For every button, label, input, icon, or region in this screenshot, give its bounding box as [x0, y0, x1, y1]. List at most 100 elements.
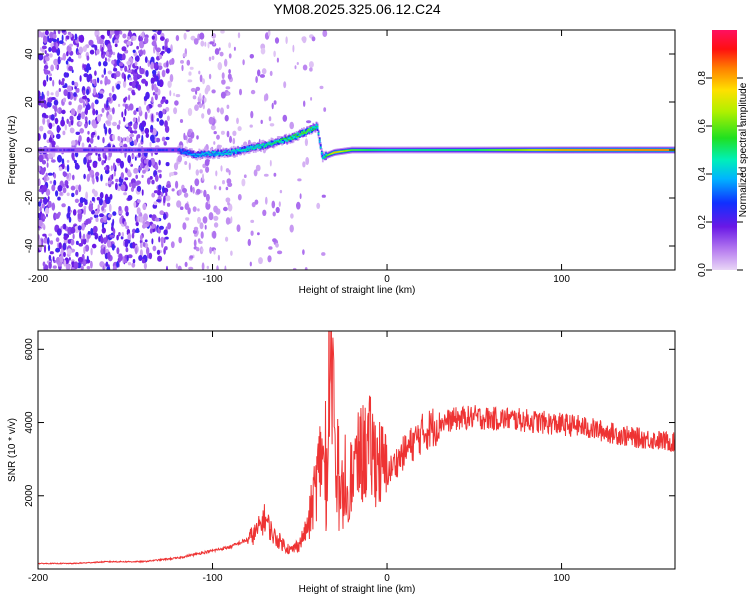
spectrogram-speckle [141, 134, 144, 143]
spectrogram-speckle [227, 182, 233, 187]
spectrogram-speckle [162, 185, 165, 194]
spectrogram-speckle [51, 159, 56, 163]
spectrogram-ridge-cell [348, 150, 350, 151]
spectrogram-ridge-cell [232, 150, 235, 153]
spectrogram-speckle [66, 192, 70, 197]
spectrogram-ridge-cell [284, 138, 286, 141]
spectrogram-ridge-cell [245, 148, 248, 150]
spectrogram-ridge-cell [419, 149, 422, 151]
spectrogram-speckle [296, 201, 301, 210]
spectrogram-ridge-cell [95, 149, 98, 151]
spectrogram-ridge-cell [523, 149, 525, 151]
spectrogram-ridge-cell [192, 154, 194, 157]
spectrogram-speckle [193, 239, 197, 247]
spectrogram-ridge-cell [68, 148, 71, 152]
spectrogram-ridge-cell [235, 151, 237, 153]
spectrogram-ridge-cell [598, 149, 601, 151]
spectrogram-ridge-cell [140, 148, 143, 152]
spectrogram-speckle [64, 180, 69, 186]
spectrogram-ridge-cell [132, 148, 135, 152]
spectrogram-speckle [90, 260, 93, 269]
spectrogram-ridge-cell [321, 156, 324, 159]
spectrogram-speckle [113, 67, 118, 72]
spectrogram-speckle [116, 247, 120, 255]
spectrogram-speckle [113, 73, 117, 80]
spectrogram-speckle [138, 216, 144, 223]
spectrogram-speckle [42, 261, 46, 267]
spectrogram-ridge-cell [241, 149, 244, 153]
spectrogram-ridge-cell [257, 144, 259, 147]
spectrogram-speckle [156, 249, 161, 255]
spectrogram-speckle [94, 210, 99, 216]
spectrogram-speckle [102, 60, 108, 67]
spectrogram-ridge-cell [518, 149, 521, 151]
spectrogram-ridge-cell [84, 149, 86, 151]
spectrogram-ridge-cell [164, 149, 167, 151]
spectrogram-speckle [86, 255, 89, 263]
spectrogram-ridge-cell [207, 152, 210, 159]
spectrogram-speckle [115, 178, 119, 183]
spectrogram-speckle [210, 124, 216, 131]
spectrogram-speckle [233, 46, 236, 51]
spectrogram-ridge-cell [531, 149, 534, 151]
spectrogram-speckle [239, 88, 242, 96]
spectrogram-speckle [145, 133, 149, 138]
spectrogram-speckle [101, 107, 105, 113]
spectrogram-ridge-cell [252, 148, 255, 150]
spectrogram-speckle [39, 206, 42, 212]
spectrogram-ridge-cell [274, 141, 277, 143]
spectrogram-speckle [151, 96, 154, 104]
spectrogram-speckle [93, 87, 97, 96]
spectrogram-ridge-cell [613, 149, 615, 151]
spectrogram-speckle [185, 217, 190, 221]
spectrogram-ridge-cell [253, 145, 256, 147]
spectrogram-speckle [58, 88, 61, 92]
spectrogram-speckle [165, 136, 170, 141]
spectrogram-ridge-cell [519, 149, 522, 151]
spectrogram-ridge-cell [142, 148, 145, 152]
spectrogram-ridge-cell [200, 150, 203, 155]
spectrogram-ridge-cell [372, 149, 374, 151]
spectrogram-ridge-cell [317, 132, 320, 134]
spectrogram-speckle [200, 231, 204, 239]
spectrogram-speckle [166, 265, 168, 270]
spectrogram-ridge-cell [265, 144, 268, 146]
spectrogram-ridge-cell [191, 154, 193, 156]
spectrogram-speckle [170, 241, 175, 249]
spectrogram-ridge-cell [492, 149, 495, 151]
spectrogram-speckle [51, 46, 56, 53]
snr-xtick-label: 0 [384, 573, 390, 584]
spectrogram-speckle [81, 238, 84, 247]
spectrogram-speckle [66, 164, 70, 172]
spectrogram-ridge-cell [325, 153, 327, 156]
spectrogram-ridge-cell [183, 147, 186, 154]
spectrogram-speckle [44, 56, 50, 62]
spectrogram-speckle [201, 248, 204, 252]
spectrogram-ridge-cell [485, 149, 488, 151]
spectrogram-speckle [157, 80, 161, 87]
spectrogram-speckle [183, 32, 187, 40]
spectrogram-speckle [267, 255, 272, 263]
spectrogram-ridge-cell [276, 140, 279, 145]
spectrogram-speckle [157, 169, 162, 173]
spectrogram-speckle [91, 196, 95, 202]
spectrogram-ridge-cell [414, 149, 416, 151]
spectrogram-speckle [267, 30, 271, 37]
spectrogram-ridge-cell [219, 152, 222, 154]
spectrogram-ridge-cell [151, 149, 153, 151]
spectrogram-speckle [155, 111, 159, 116]
spectrogram-speckle [302, 161, 306, 168]
spectrogram-ridge-cell [610, 149, 613, 151]
spectrogram-ridge-cell [82, 148, 84, 152]
spectrogram-ridge-cell [187, 150, 190, 152]
spectrogram-speckle [229, 135, 232, 143]
spectrogram-ridge-cell [285, 139, 288, 142]
spectrogram-speckle [78, 121, 83, 126]
spectrogram-ridge-cell [215, 154, 217, 156]
spectrogram-ridge-cell [542, 149, 545, 151]
spectrogram-ridge-cell [320, 151, 323, 153]
spectrogram-speckle [86, 88, 90, 96]
spectrogram-ridge-cell [250, 145, 253, 149]
spectrogram-speckle [92, 161, 98, 168]
spectrogram-speckle [227, 73, 232, 80]
